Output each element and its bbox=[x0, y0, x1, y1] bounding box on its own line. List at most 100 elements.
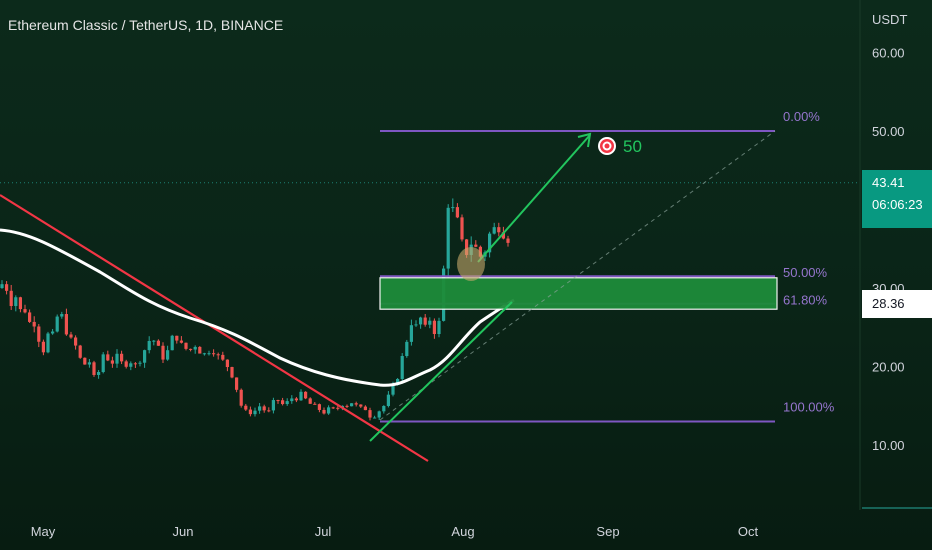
candle-body bbox=[276, 400, 280, 402]
candle-body bbox=[143, 350, 147, 363]
candle-body bbox=[69, 334, 73, 338]
candle-body bbox=[147, 340, 151, 351]
y-tick-label: 60.00 bbox=[872, 46, 905, 61]
y-tick-label: 20.00 bbox=[872, 360, 905, 375]
candle-body bbox=[267, 410, 271, 412]
candle-body bbox=[97, 372, 101, 375]
candle-body bbox=[423, 317, 427, 325]
candle-body bbox=[285, 401, 289, 405]
candlestick-series bbox=[0, 198, 510, 421]
candle-body bbox=[419, 317, 423, 325]
demand-zone bbox=[379, 277, 778, 310]
candle-body bbox=[253, 410, 257, 415]
target-arrow-head bbox=[577, 132, 592, 148]
candle-body bbox=[212, 353, 216, 355]
candle-body bbox=[345, 405, 349, 407]
candle-body bbox=[363, 406, 367, 411]
candle-body bbox=[414, 324, 418, 326]
candle-body bbox=[373, 417, 377, 419]
candle-body bbox=[396, 378, 400, 386]
candle-body bbox=[55, 316, 59, 332]
candle-body bbox=[460, 217, 464, 240]
candle-body bbox=[115, 353, 119, 364]
candle-body bbox=[133, 363, 137, 365]
candle-body bbox=[492, 227, 496, 234]
candle-body bbox=[106, 354, 110, 361]
candle-body bbox=[129, 363, 133, 367]
candle-body bbox=[290, 398, 294, 402]
candle-body bbox=[497, 227, 501, 233]
candle-body bbox=[0, 284, 4, 288]
candle-body bbox=[37, 326, 41, 342]
candle-body bbox=[428, 320, 432, 325]
fib-level-label: 100.00% bbox=[783, 399, 835, 414]
candle-body bbox=[138, 362, 142, 364]
candle-body bbox=[308, 398, 312, 404]
candle-body bbox=[377, 411, 381, 418]
candle-body bbox=[184, 342, 188, 349]
candle-body bbox=[488, 233, 492, 253]
y-tick-label: 10.00 bbox=[872, 438, 905, 453]
candle-body bbox=[14, 297, 18, 307]
current-price-badge: 43.41 06:06:23 bbox=[862, 170, 932, 228]
candle-body bbox=[327, 407, 331, 414]
x-tick-label: Jun bbox=[173, 524, 194, 539]
candle-body bbox=[87, 362, 91, 365]
candle-body bbox=[455, 207, 459, 218]
retest-highlight bbox=[457, 247, 485, 281]
candle-body bbox=[230, 367, 234, 378]
candle-body bbox=[382, 405, 386, 412]
candle-body bbox=[124, 361, 128, 367]
candle-body bbox=[198, 346, 202, 354]
candle-body bbox=[446, 207, 450, 269]
candle-body bbox=[322, 409, 326, 414]
fib-level-label: 50.00% bbox=[783, 265, 828, 280]
candle-body bbox=[46, 333, 50, 353]
candle-body bbox=[120, 353, 124, 362]
candle-body bbox=[41, 341, 45, 353]
candle-body bbox=[248, 409, 252, 415]
candle-body bbox=[170, 335, 174, 351]
candle-body bbox=[354, 403, 358, 405]
candle-body bbox=[193, 346, 197, 350]
candle-body bbox=[313, 403, 317, 405]
moving-average-line bbox=[0, 228, 515, 387]
candle-body bbox=[83, 357, 87, 365]
candle-body bbox=[235, 377, 239, 390]
currency-label: USDT bbox=[872, 12, 907, 27]
candle-body bbox=[451, 207, 455, 209]
candle-body bbox=[225, 359, 229, 368]
candle-body bbox=[101, 354, 105, 373]
candle-body bbox=[32, 321, 36, 327]
downtrend-line bbox=[0, 194, 429, 462]
projection-dashed-line bbox=[379, 130, 776, 421]
candle-body bbox=[175, 335, 179, 341]
candle-body bbox=[51, 331, 55, 334]
candle-body bbox=[152, 340, 156, 342]
countdown-value: 06:06:23 bbox=[872, 197, 923, 212]
candle-body bbox=[409, 325, 413, 342]
target-label: 50 bbox=[623, 137, 642, 156]
candle-body bbox=[239, 389, 243, 406]
x-tick-label: Sep bbox=[596, 524, 619, 539]
candle-body bbox=[23, 309, 27, 313]
candle-body bbox=[281, 400, 285, 405]
fib-level-label: 61.80% bbox=[783, 293, 828, 308]
candle-body bbox=[331, 407, 335, 409]
candle-body bbox=[110, 360, 114, 364]
candle-body bbox=[161, 345, 165, 360]
candle-body bbox=[304, 391, 308, 399]
candle-body bbox=[64, 314, 68, 335]
y-tick-label: 50.00 bbox=[872, 124, 905, 139]
candle-body bbox=[501, 232, 505, 239]
candle-body bbox=[28, 312, 32, 322]
candle-body bbox=[216, 354, 220, 356]
candle-body bbox=[74, 337, 78, 346]
candle-body bbox=[92, 362, 96, 375]
candle-body bbox=[437, 320, 441, 335]
candle-body bbox=[156, 340, 160, 346]
candle-body bbox=[368, 410, 372, 418]
candle-body bbox=[474, 244, 478, 247]
uptrend-line bbox=[369, 301, 513, 442]
